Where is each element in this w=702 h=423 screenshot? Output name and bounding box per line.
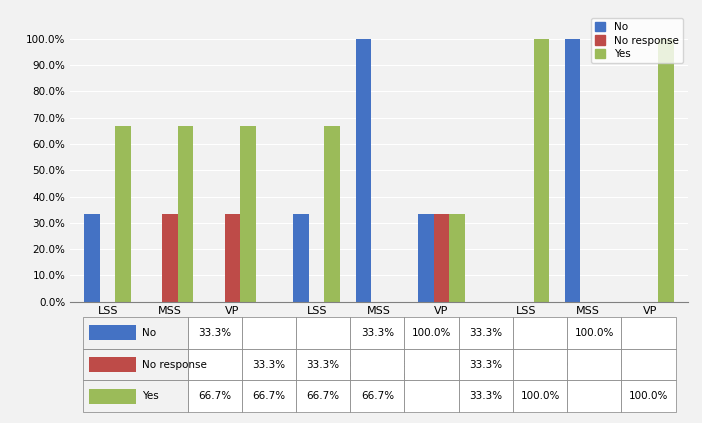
Bar: [350, 349, 404, 381]
Bar: [241, 316, 296, 349]
Bar: [621, 349, 675, 381]
Bar: [534, 39, 549, 302]
Bar: [187, 349, 241, 381]
Text: 66.7%: 66.7%: [252, 391, 286, 401]
Bar: [404, 381, 458, 412]
Text: 66.7%: 66.7%: [198, 391, 231, 401]
Legend: No, No response, Yes: No, No response, Yes: [591, 18, 683, 63]
Bar: [621, 381, 675, 412]
Bar: [404, 316, 458, 349]
Text: 33.3%: 33.3%: [469, 391, 503, 401]
Text: Carries out effective
monitoring: Carries out effective monitoring: [322, 360, 436, 381]
Text: 100.0%: 100.0%: [629, 391, 668, 401]
Bar: [84, 214, 100, 302]
Bar: [513, 381, 567, 412]
Bar: [241, 381, 296, 412]
Bar: [658, 39, 674, 302]
Text: No response: No response: [143, 360, 207, 370]
Bar: [621, 316, 675, 349]
Bar: [296, 316, 350, 349]
Bar: [88, 389, 136, 404]
Text: 33.3%: 33.3%: [252, 360, 286, 370]
Text: Relationship building: Relationship building: [530, 360, 647, 369]
Text: 66.7%: 66.7%: [361, 391, 394, 401]
Bar: [88, 357, 136, 372]
Bar: [83, 349, 187, 381]
Bar: [404, 349, 458, 381]
Bar: [513, 316, 567, 349]
Text: 33.3%: 33.3%: [361, 327, 394, 338]
Bar: [162, 214, 178, 302]
Bar: [241, 349, 296, 381]
Bar: [458, 349, 513, 381]
Text: 33.3%: 33.3%: [469, 327, 503, 338]
Bar: [83, 316, 187, 349]
Bar: [178, 126, 194, 302]
Bar: [567, 316, 621, 349]
Bar: [449, 214, 465, 302]
Text: 33.3%: 33.3%: [307, 360, 340, 370]
Bar: [296, 381, 350, 412]
Text: 66.7%: 66.7%: [307, 391, 340, 401]
Bar: [356, 39, 371, 302]
Bar: [296, 349, 350, 381]
Bar: [418, 214, 434, 302]
Bar: [187, 381, 241, 412]
Text: 100.0%: 100.0%: [574, 327, 614, 338]
Bar: [350, 381, 404, 412]
Bar: [187, 316, 241, 349]
Bar: [293, 214, 309, 302]
Bar: [564, 39, 581, 302]
Bar: [324, 126, 340, 302]
Text: 33.3%: 33.3%: [469, 360, 503, 370]
Text: No: No: [143, 327, 157, 338]
Text: Yes: Yes: [143, 391, 159, 401]
Bar: [115, 126, 131, 302]
Bar: [350, 316, 404, 349]
Bar: [434, 214, 449, 302]
Bar: [458, 381, 513, 412]
Bar: [567, 381, 621, 412]
Bar: [240, 126, 256, 302]
Text: Creates forum for
introvert: Creates forum for introvert: [121, 360, 219, 381]
Text: 100.0%: 100.0%: [520, 391, 559, 401]
Bar: [83, 381, 187, 412]
Bar: [567, 349, 621, 381]
Text: 33.3%: 33.3%: [198, 327, 231, 338]
Bar: [513, 349, 567, 381]
Bar: [88, 325, 136, 340]
Text: 100.0%: 100.0%: [412, 327, 451, 338]
Bar: [458, 316, 513, 349]
Bar: [225, 214, 240, 302]
